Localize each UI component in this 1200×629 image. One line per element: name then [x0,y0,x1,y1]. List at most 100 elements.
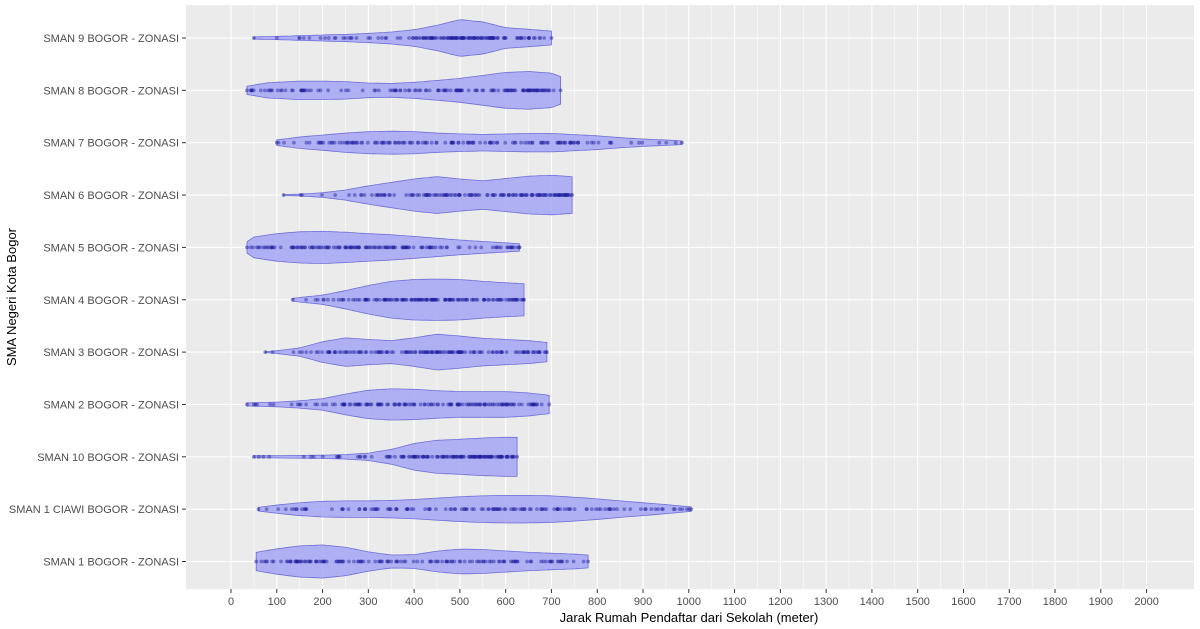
data-point [519,193,524,197]
data-point [407,36,411,40]
data-point [680,140,684,145]
data-point [454,36,458,40]
data-point [488,454,493,459]
data-point [348,402,353,407]
data-point [511,88,516,93]
data-point [337,559,341,564]
data-point [450,350,454,354]
data-point [324,402,329,407]
data-point [423,297,428,302]
data-point [449,140,454,145]
data-point [416,297,421,302]
data-point [339,507,344,512]
data-point [522,507,527,512]
data-point [347,193,351,197]
data-point [391,297,396,302]
y-tick-label: SMAN 6 BOGOR - ZONASI [43,190,179,202]
data-point [466,140,470,145]
data-point [558,507,563,512]
data-point [537,88,541,93]
data-point [303,245,307,250]
data-point [386,559,390,564]
data-point [414,36,419,40]
data-point [268,402,272,407]
data-point [364,297,368,302]
data-point [342,402,347,407]
data-point [309,88,313,93]
data-point [476,36,480,40]
data-point [410,350,415,354]
data-point [417,297,422,302]
data-point [490,507,495,512]
data-point [546,140,550,145]
data-point [384,245,389,250]
data-point [359,559,363,564]
data-point [337,454,342,459]
data-point [459,88,464,93]
data-point [483,454,487,459]
data-point [369,507,374,512]
data-point [332,350,337,354]
data-point [446,454,451,459]
data-point [404,245,409,250]
data-point [372,245,377,250]
data-point [470,193,474,197]
data-point [539,88,544,93]
data-point [271,402,276,407]
data-point [327,350,332,354]
data-point [452,454,457,459]
data-point [391,350,396,354]
data-point [408,193,412,197]
data-point [508,245,512,250]
data-point [460,88,465,93]
data-point [460,350,464,354]
data-point [384,350,388,354]
data-point [484,402,488,407]
data-point [316,140,321,145]
data-point [562,507,567,512]
data-point [473,193,478,197]
data-point [484,36,489,40]
data-point [494,350,499,354]
data-point [481,559,486,564]
data-point [519,402,524,407]
data-point [504,402,508,407]
data-point [274,140,279,145]
data-point [387,454,392,459]
data-point [504,350,509,354]
data-point [518,507,523,512]
data-point [427,245,431,250]
data-point [491,36,496,40]
data-point [439,454,444,459]
data-point [486,402,491,407]
data-point [503,36,508,40]
data-point [466,88,471,93]
data-point [357,245,361,250]
data-point [622,507,627,512]
data-point [413,454,417,459]
data-point [643,507,648,512]
data-point [402,245,407,250]
data-point [502,559,506,564]
data-point [474,36,479,40]
data-point [494,507,499,512]
data-point [456,402,460,407]
data-point [473,88,477,93]
data-point [276,507,281,512]
data-point [395,36,400,40]
data-point [404,245,409,250]
data-point [444,559,449,564]
data-point [569,140,574,145]
data-point [321,140,326,145]
data-point [545,350,549,354]
data-point [506,454,510,459]
data-point [430,297,435,302]
data-point [339,350,344,354]
data-point [563,193,568,197]
data-point [543,193,548,197]
data-point [392,402,397,407]
data-point [661,507,665,512]
data-point [399,297,404,302]
data-point [245,402,249,407]
data-point [555,507,560,512]
